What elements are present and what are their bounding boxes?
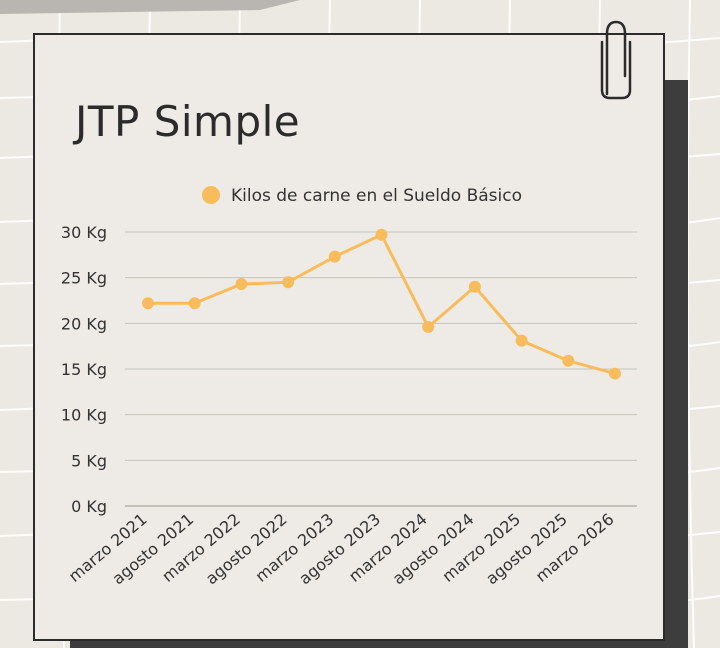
data-point bbox=[142, 297, 154, 310]
data-point bbox=[375, 228, 388, 241]
y-tick-label: 5 Kg bbox=[71, 451, 107, 470]
y-tick-label: 15 Kg bbox=[61, 360, 107, 379]
data-point bbox=[282, 276, 295, 289]
data-point bbox=[515, 334, 528, 347]
y-tick-label: 25 Kg bbox=[61, 269, 107, 288]
legend-label: Kilos de carne en el Sueldo Básico bbox=[231, 186, 522, 206]
y-tick-label: 0 Kg bbox=[71, 497, 107, 516]
y-tick-label: 10 Kg bbox=[61, 406, 107, 425]
data-point bbox=[188, 297, 201, 310]
y-tick-label: 20 Kg bbox=[61, 314, 107, 333]
data-point bbox=[328, 250, 341, 263]
data-point bbox=[562, 354, 575, 367]
chart-title: JTP Simple bbox=[75, 97, 301, 146]
data-point bbox=[422, 320, 435, 333]
series-line bbox=[148, 233, 616, 376]
y-tick-label: 30 Kg bbox=[61, 223, 107, 242]
data-point bbox=[468, 280, 481, 293]
data-point bbox=[609, 367, 621, 380]
legend-circle-icon bbox=[202, 186, 220, 204]
chart-card: JTP Simple 0 Kg 5 Kg 10 Kg 15 Kg 20 Kg 25 Kg 3… bbox=[33, 33, 665, 641]
paperclip-icon bbox=[600, 20, 632, 100]
data-point bbox=[235, 278, 248, 291]
